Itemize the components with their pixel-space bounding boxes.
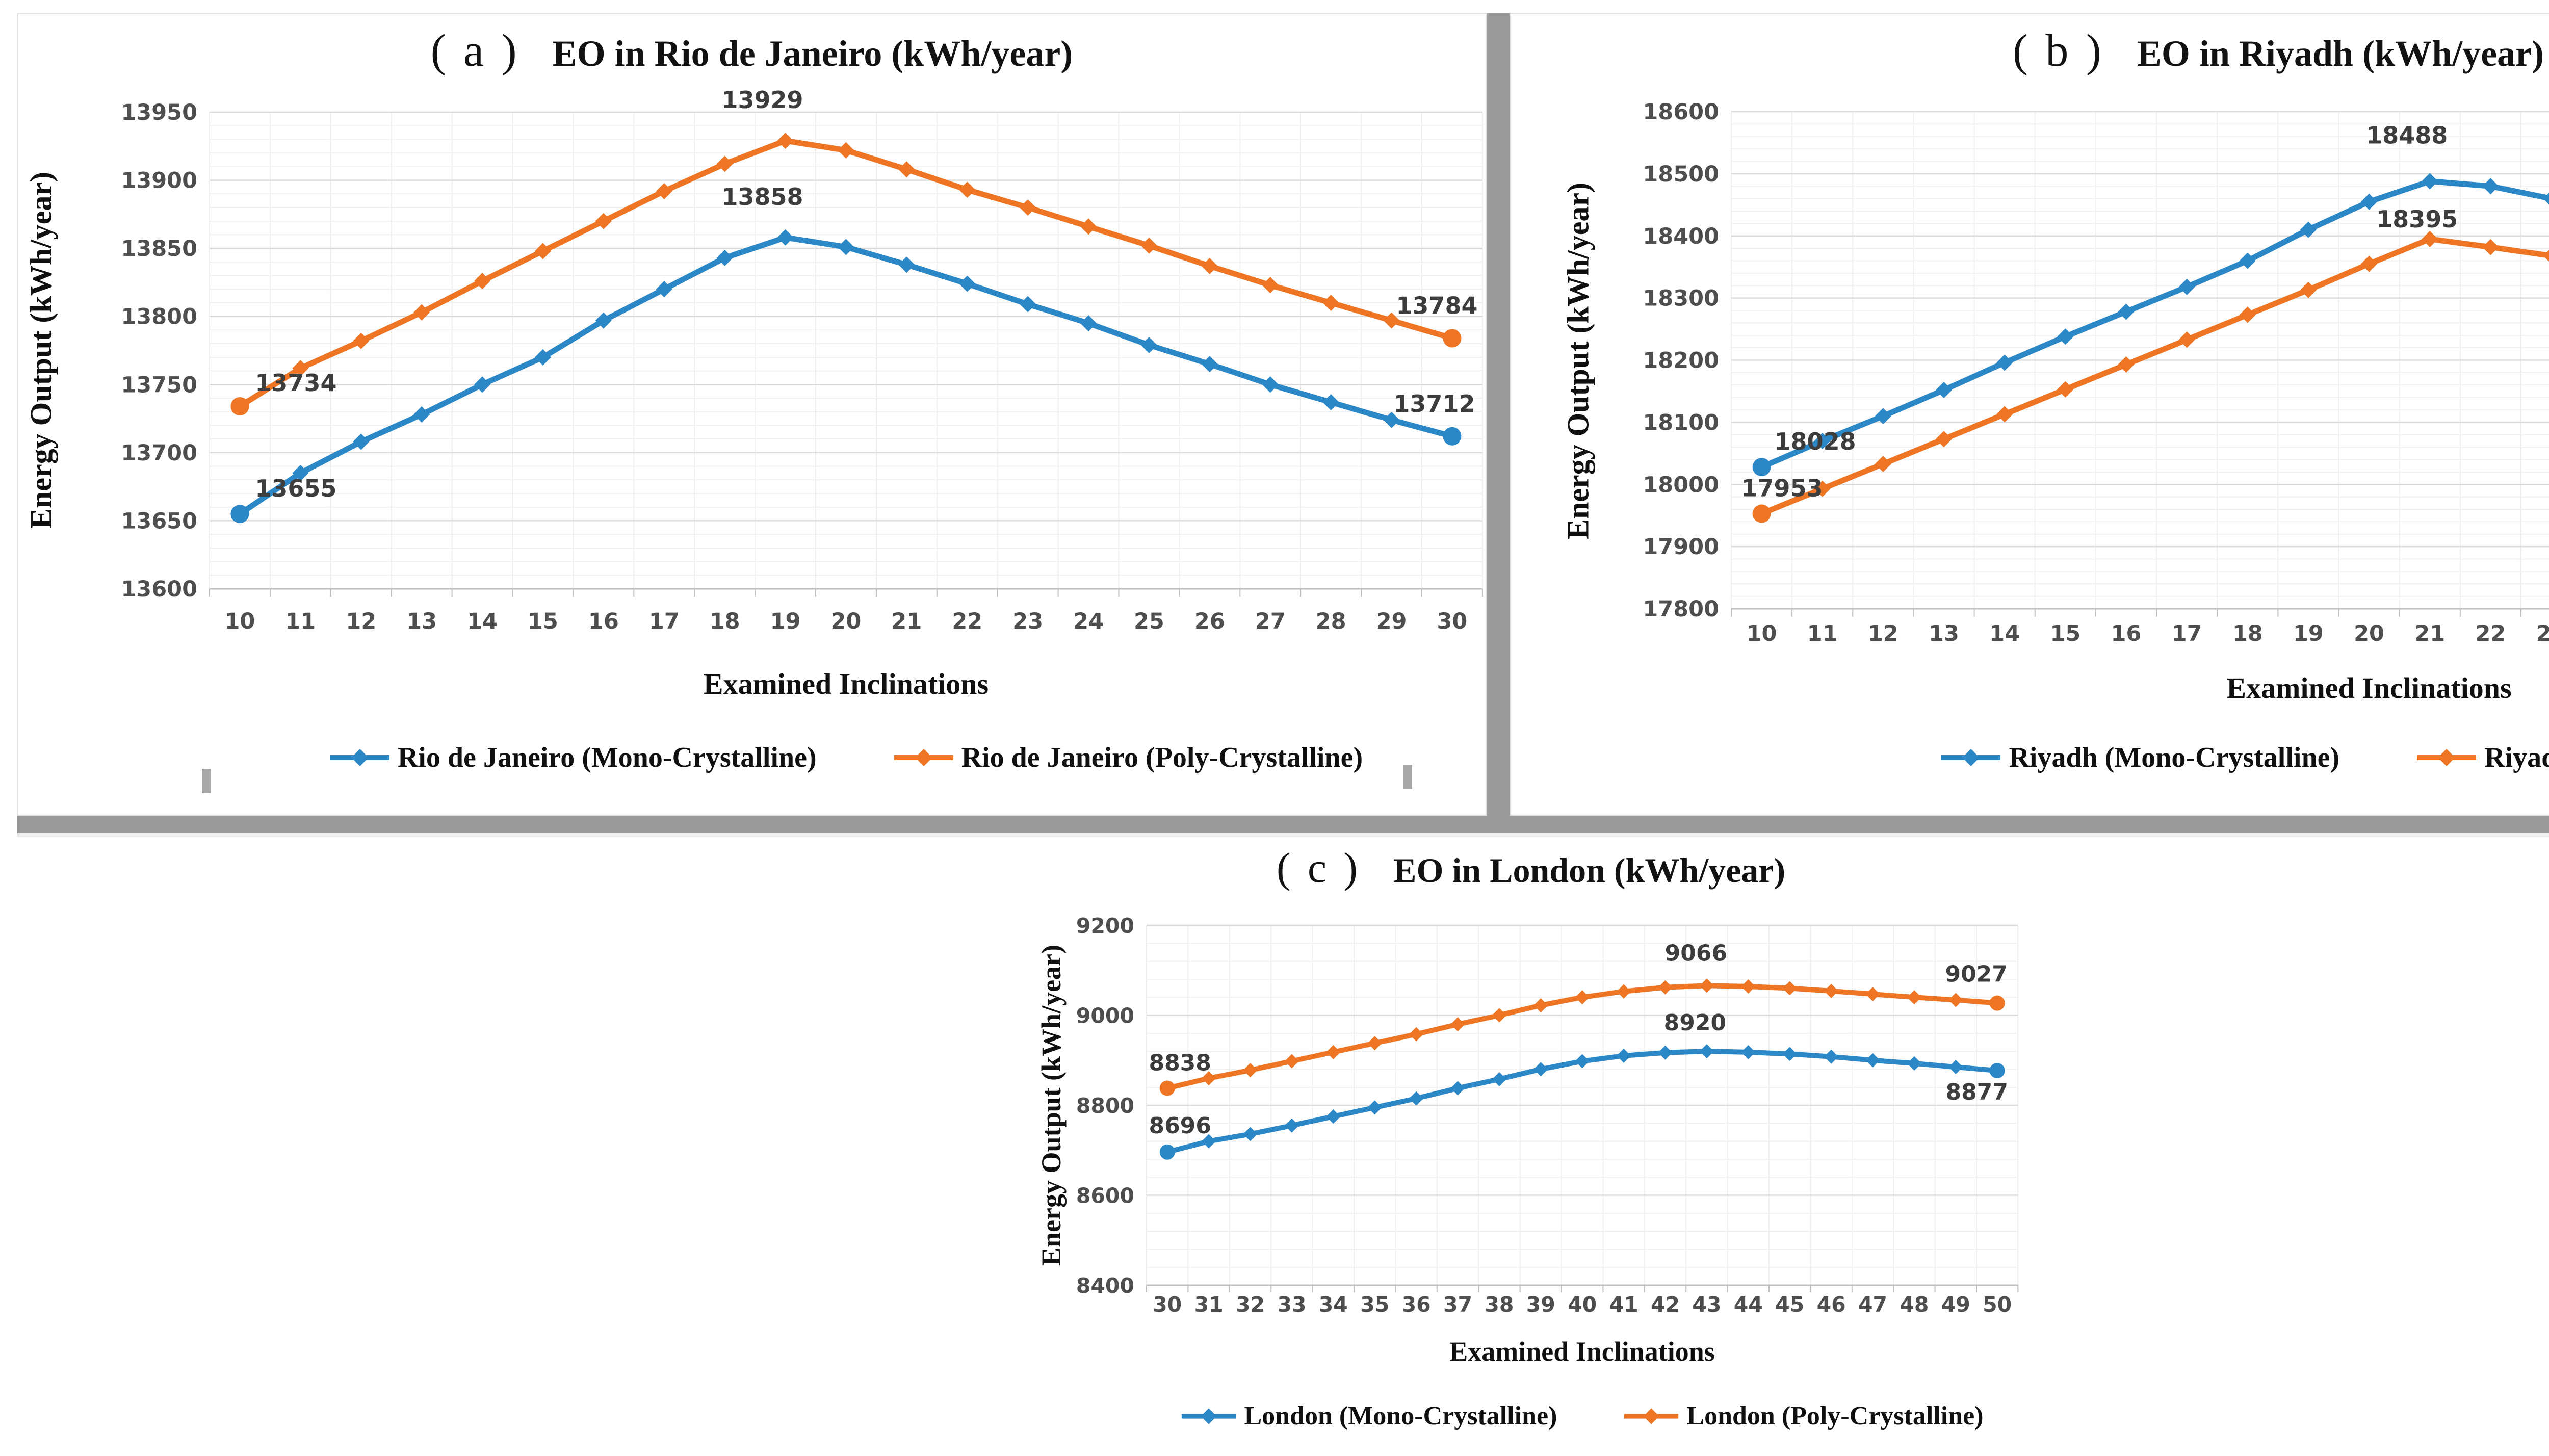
horizontal-divider-shadow — [17, 833, 2549, 837]
legend-label: Rio de Janeiro (Mono-Crystalline) — [397, 742, 817, 773]
y-axis-title-riyadh: Energy Output (kWh/year) — [1561, 182, 1595, 540]
y-axis-title-london: Energy Output (kWh/year) — [1036, 944, 1067, 1266]
chart-title-riyadh: ( b ) EO in Riyadh (kWh/year) — [1510, 24, 2549, 77]
legend-item-rio-mono: Rio de Janeiro (Mono-Crystalline) — [329, 741, 817, 774]
line-marker-icon — [894, 749, 953, 766]
vertical-divider-bar — [1487, 13, 1510, 817]
y-axis-title-rio: Energy Output (kWh/year) — [24, 171, 58, 529]
line-marker-icon — [1624, 1408, 1679, 1424]
legend-handle-mark — [1403, 765, 1412, 789]
line-marker-icon — [1941, 749, 2001, 766]
legend-label: London (Mono-Crystalline) — [1244, 1401, 1557, 1431]
legend-label: Riyadh (Mono-Crystalline) — [2009, 742, 2340, 773]
legend-label: Riyadh (Poly-Crystalline) — [2484, 742, 2549, 773]
x-axis-title-london: Examined Inclinations — [1449, 1336, 1715, 1367]
chart-title-london: ( c ) EO in London (kWh/year) — [957, 843, 2104, 893]
chart-title-text-london: EO in London (kWh/year) — [1393, 851, 1786, 890]
legend-item-riyadh-mono: Riyadh (Mono-Crystalline) — [1940, 741, 2339, 774]
legend-london: London (Mono-Crystalline) London (Poly-C… — [1096, 1401, 2069, 1431]
chart-title-text-rio: EO in Rio de Janeiro (kWh/year) — [552, 33, 1073, 74]
line-marker-icon — [330, 749, 389, 766]
legend-item-rio-poly: Rio de Janeiro (Poly-Crystalline) — [893, 741, 1363, 774]
panel-tag-a: ( a ) — [430, 25, 520, 76]
chart-title-text-riyadh: EO in Riyadh (kWh/year) — [2137, 33, 2544, 74]
legend-label: London (Poly-Crystalline) — [1686, 1401, 1984, 1431]
legend-riyadh: Riyadh (Mono-Crystalline) Riyadh (Poly-C… — [1731, 741, 2549, 774]
line-marker-icon — [2417, 749, 2477, 766]
legend-item-riyadh-poly: Riyadh (Poly-Crystalline) — [2416, 741, 2549, 774]
panel-tag-c: ( c ) — [1276, 844, 1361, 892]
line-marker-icon — [1182, 1408, 1236, 1424]
chart-title-rio: ( a ) EO in Rio de Janeiro (kWh/year) — [17, 24, 1487, 77]
legend-handle-mark — [202, 769, 211, 793]
panel-tag-b: ( b ) — [2012, 25, 2104, 76]
x-axis-title-rio: Examined Inclinations — [703, 667, 989, 700]
legend-item-london-mono: London (Mono-Crystalline) — [1181, 1401, 1557, 1431]
x-axis-title-riyadh: Examined Inclinations — [2226, 671, 2512, 705]
horizontal-divider-bar — [17, 816, 2549, 833]
legend-item-london-poly: London (Poly-Crystalline) — [1623, 1401, 1984, 1431]
legend-label: Rio de Janeiro (Poly-Crystalline) — [961, 742, 1363, 773]
legend-rio: Rio de Janeiro (Mono-Crystalline) Rio de… — [210, 741, 1482, 774]
